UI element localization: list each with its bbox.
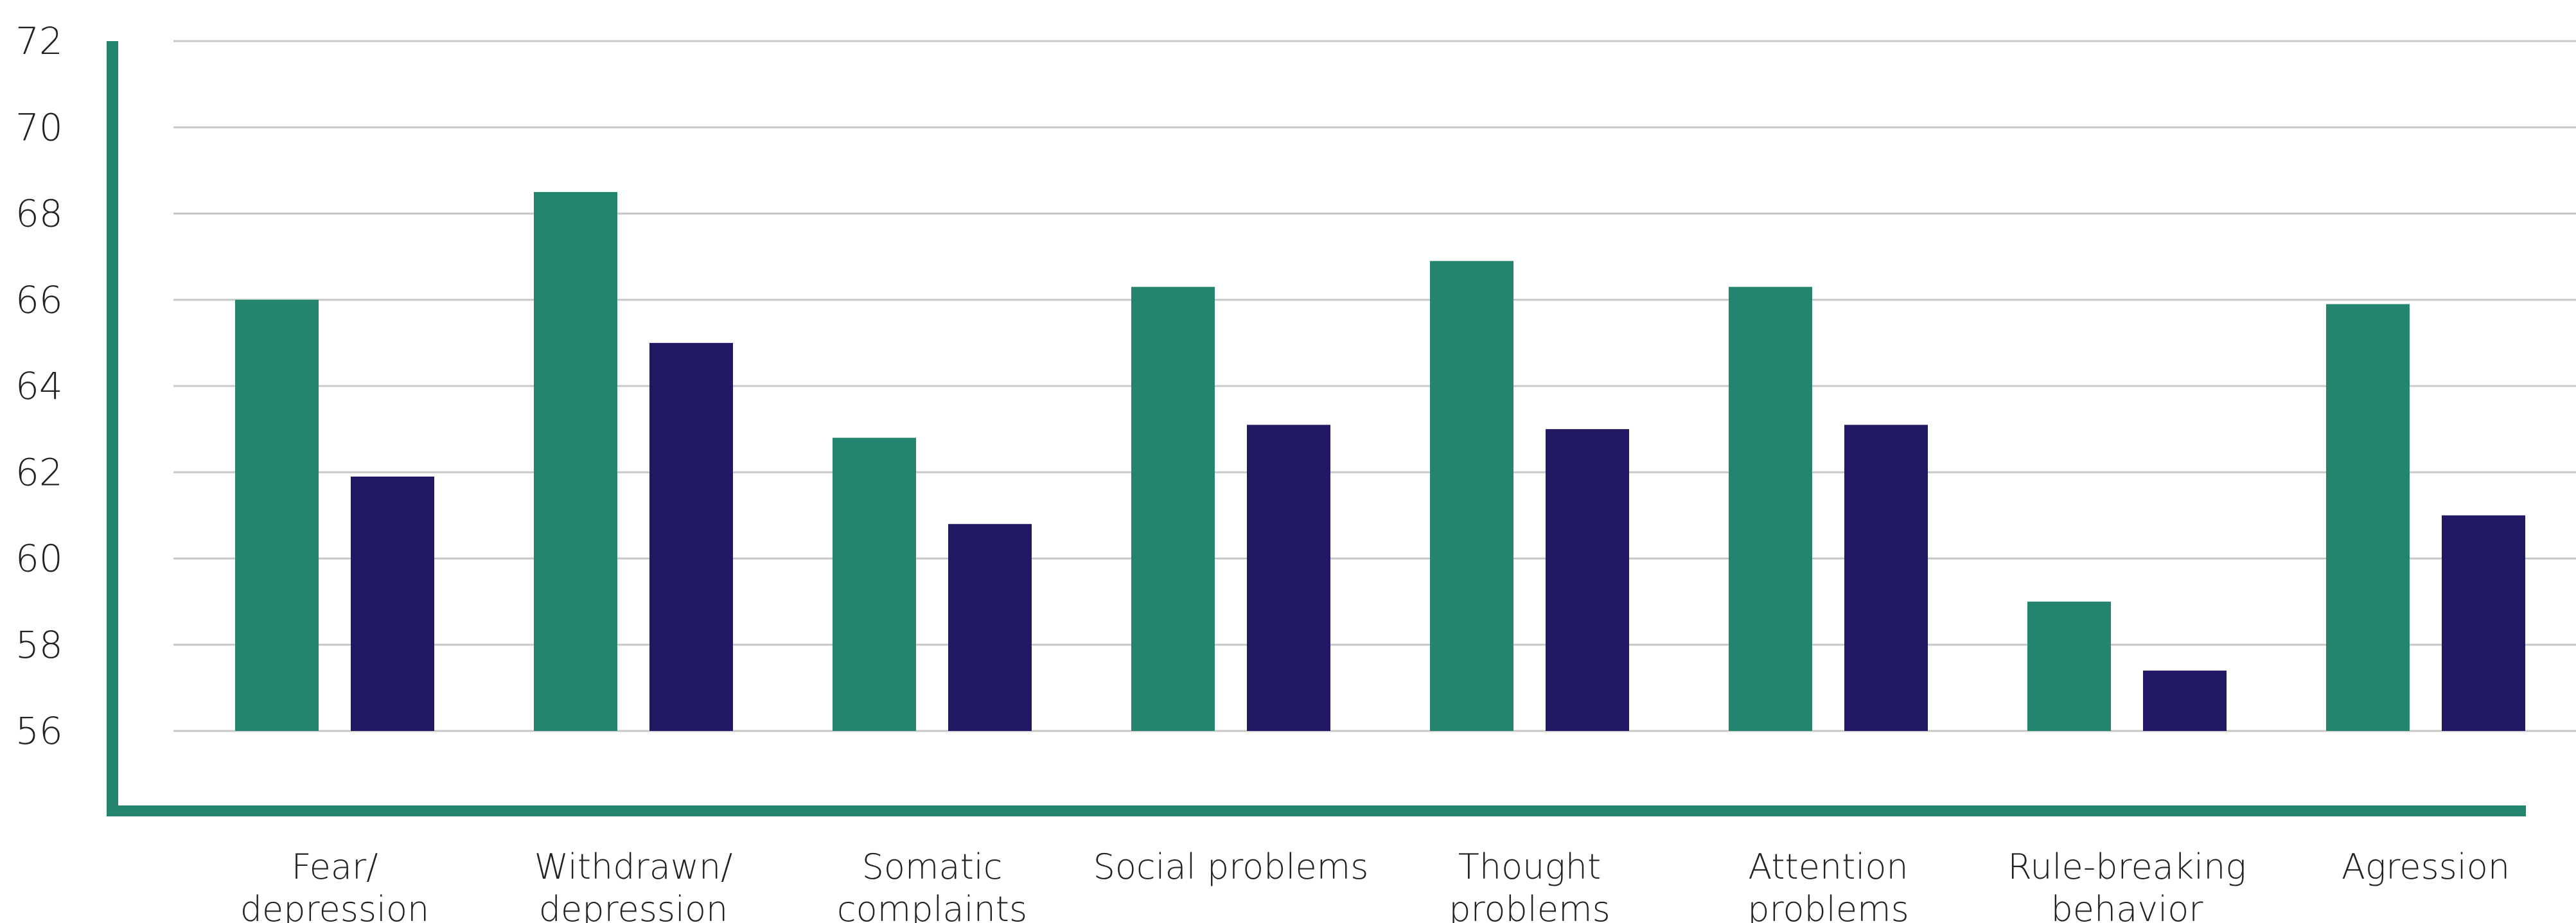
- bar-series-1: [1430, 261, 1513, 731]
- bar-series-2: [649, 342, 733, 731]
- bar-series-2: [2143, 671, 2227, 731]
- bars: [235, 191, 2525, 731]
- x-category-label: Fear/depression: [240, 847, 430, 923]
- x-category-label: Somatic complaints: [837, 847, 1027, 923]
- x-category-label: Rule-breaking behavior: [2007, 847, 2246, 923]
- x-category-label: Agression: [2342, 847, 2510, 887]
- bar-series-1: [1131, 286, 1215, 731]
- y-tick-label: 72: [15, 19, 63, 63]
- y-tick-label: 60: [15, 537, 63, 581]
- bar-series-1: [2326, 304, 2410, 731]
- x-category-label: Social problems: [1093, 847, 1369, 887]
- bar-series-2: [1844, 425, 1928, 731]
- bar-series-2: [1546, 429, 1629, 731]
- x-axis-line: [107, 805, 2526, 816]
- y-tick-label: 66: [15, 278, 63, 322]
- y-tick-label: 64: [15, 364, 63, 408]
- bar-series-1: [534, 191, 617, 731]
- bar-series-1: [1729, 286, 1812, 731]
- bar-series-1: [2027, 601, 2111, 731]
- x-category-label: Thought problems: [1449, 847, 1610, 923]
- bar-series-2: [948, 523, 1032, 731]
- axes: [107, 41, 2526, 816]
- bar-series-1: [235, 299, 319, 731]
- bar-series-1: [833, 437, 916, 731]
- y-axis-line: [107, 41, 118, 816]
- bar-series-2: [1247, 425, 1330, 731]
- y-axis-tick-labels: 56 58 60 62 64 66 68 70 72: [15, 19, 63, 753]
- x-axis-category-labels: Fear/depression Withdrawn/depression Somat…: [240, 847, 2510, 923]
- y-tick-label: 68: [15, 192, 63, 236]
- bar-series-2: [351, 476, 434, 731]
- x-category-label: Attention problems: [1747, 847, 1909, 923]
- bar-series-2: [2442, 515, 2525, 731]
- x-category-label: Withdrawn/depression: [534, 847, 733, 923]
- y-tick-label: 70: [15, 105, 63, 149]
- y-tick-label: 56: [15, 709, 63, 753]
- y-tick-label: 62: [15, 450, 63, 494]
- y-tick-label: 58: [15, 623, 63, 667]
